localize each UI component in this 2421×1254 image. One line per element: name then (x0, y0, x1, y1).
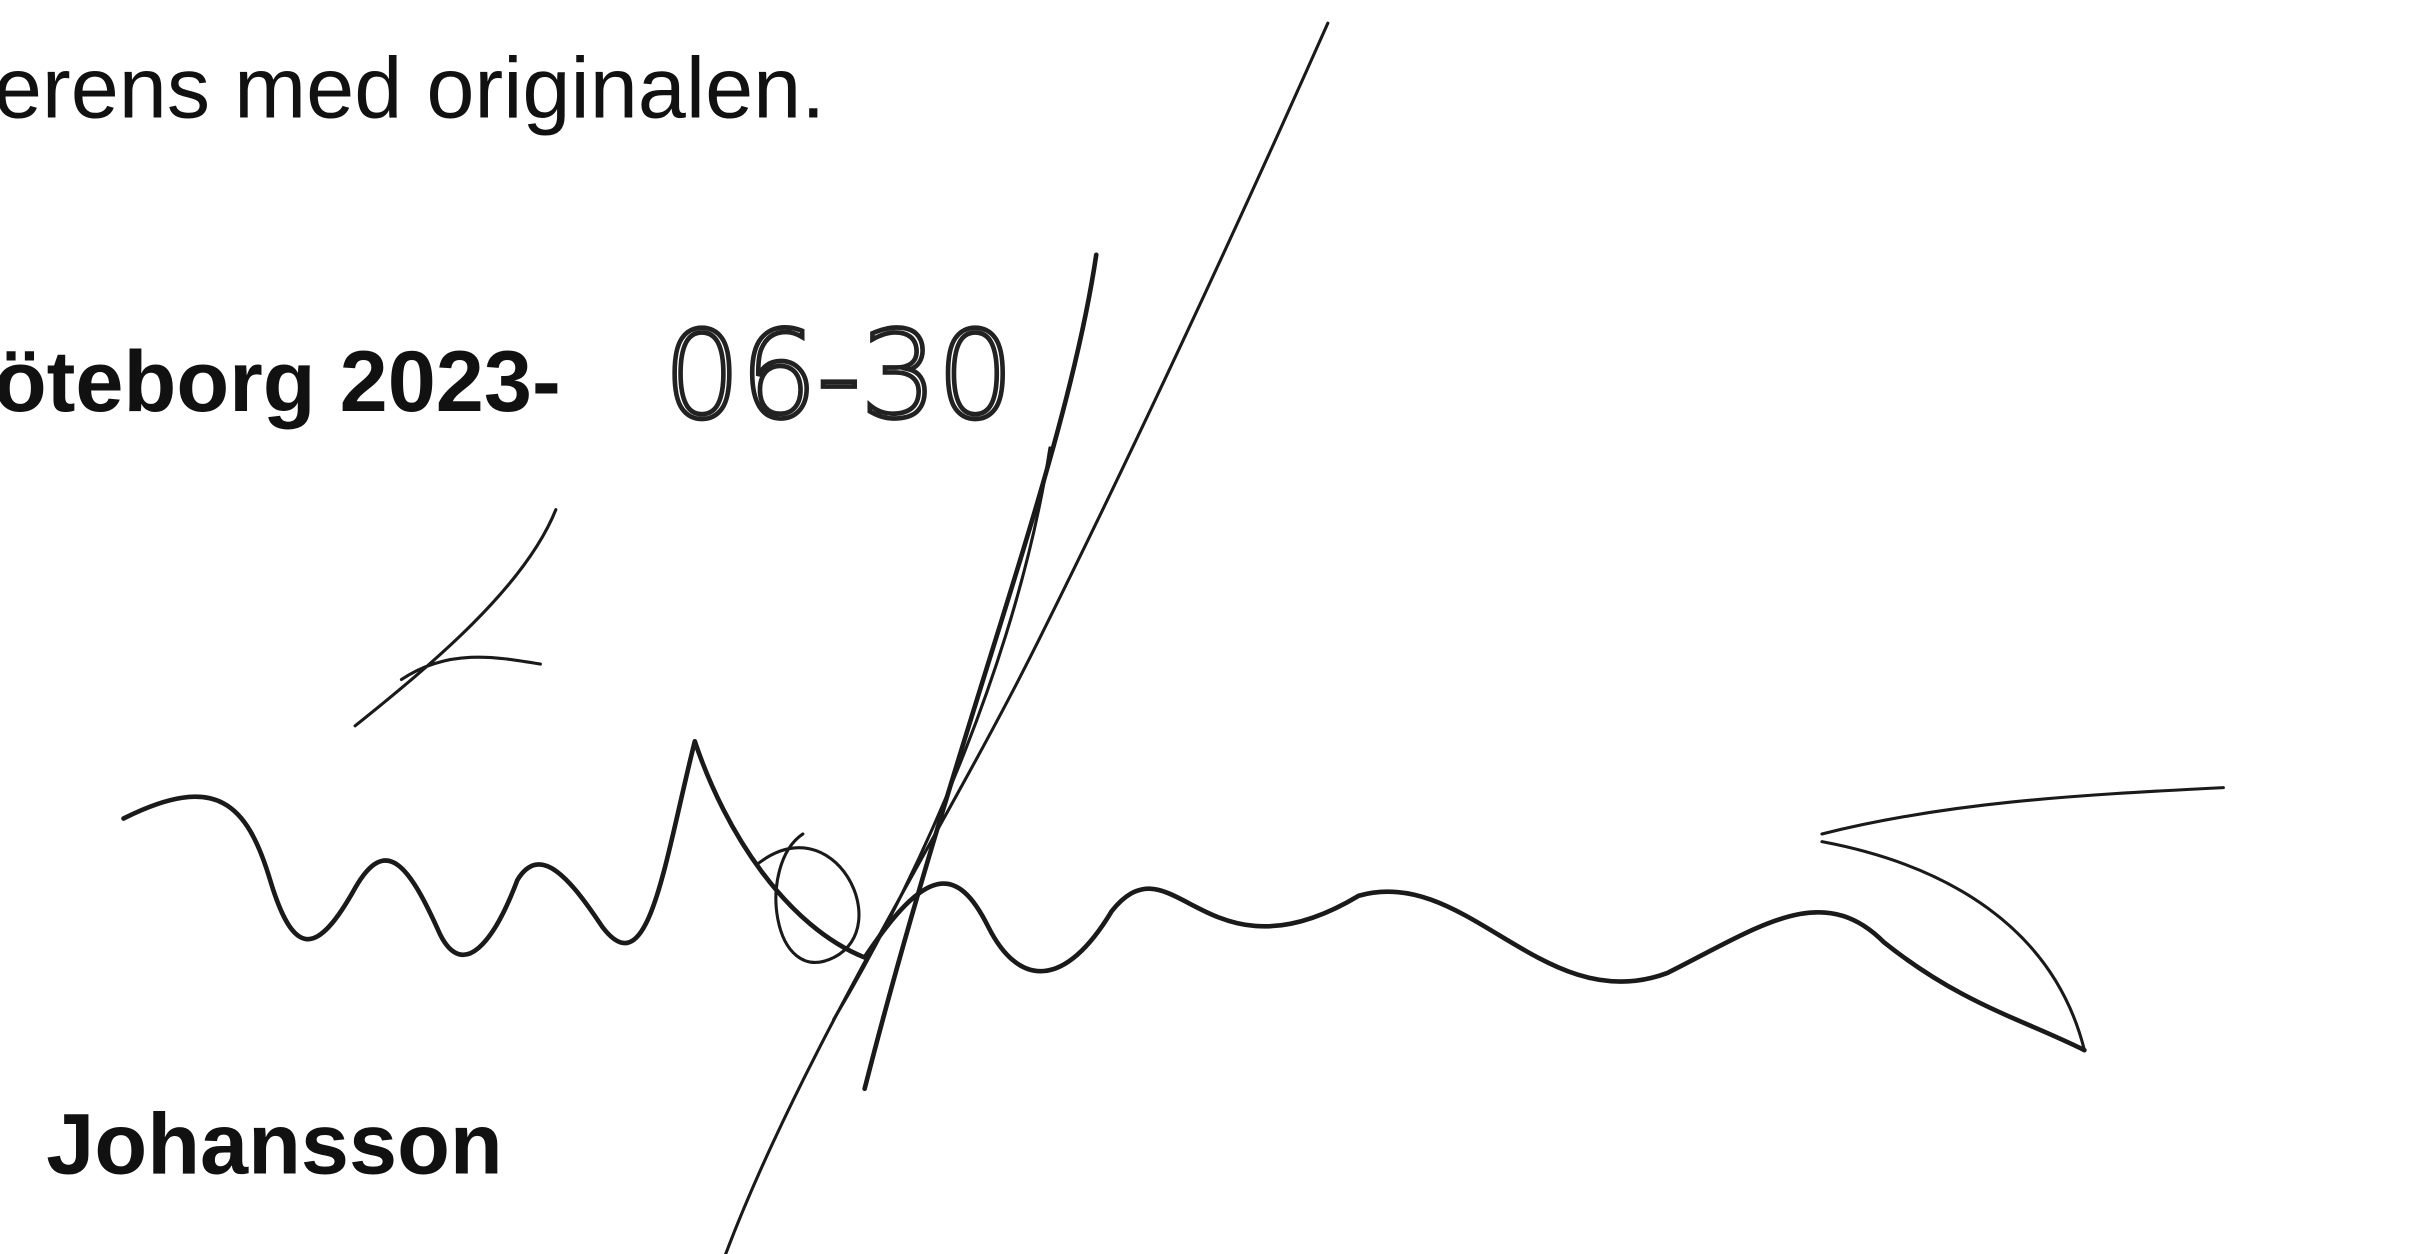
place-date: öteborg 2023- (0, 334, 561, 430)
signature-stroke (1820, 786, 2225, 1052)
signatory-name: Johansson (46, 1097, 502, 1193)
signature (121, 21, 2225, 1254)
signature-stroke (724, 21, 1330, 1254)
signature-stroke (353, 508, 558, 728)
signature-stroke (755, 832, 861, 964)
signature-stroke (121, 738, 2087, 1053)
handwritten-date: 06-30 (664, 306, 1014, 446)
signature-stroke (862, 252, 1099, 1092)
certification-text: erens med originalen. (0, 40, 825, 136)
signature-stroke (832, 446, 1052, 1021)
